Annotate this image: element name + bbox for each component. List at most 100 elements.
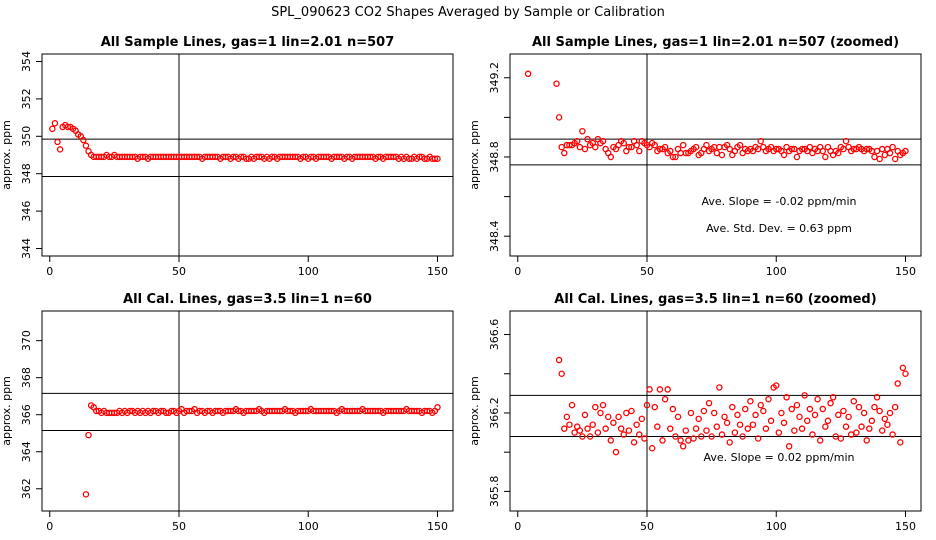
- data-point: [793, 153, 801, 161]
- y-axis-label: approx. ppm: [468, 120, 481, 190]
- data-point: [524, 70, 532, 78]
- data-point: [599, 401, 607, 409]
- data-point: [635, 431, 643, 438]
- data-point: [876, 155, 883, 163]
- data-point: [625, 143, 633, 151]
- data-point: [679, 443, 687, 450]
- data-point: [628, 407, 635, 415]
- data-point: [878, 427, 886, 434]
- data-point: [561, 425, 568, 432]
- data-point: [780, 419, 788, 427]
- data-point: [553, 80, 560, 87]
- data-point: [881, 151, 889, 159]
- data-point: [726, 145, 733, 153]
- data-point: [749, 421, 757, 428]
- data-point: [894, 380, 901, 387]
- data-point: [581, 411, 589, 419]
- data-point: [51, 119, 59, 127]
- data-point: [791, 427, 798, 434]
- data-point: [664, 386, 671, 393]
- y-tick-label: 364: [20, 441, 33, 462]
- data-point: [891, 155, 899, 163]
- data-point: [863, 437, 870, 444]
- y-tick-label: 350: [20, 126, 33, 147]
- data-point: [607, 437, 615, 444]
- data-point: [661, 143, 669, 151]
- data-point: [899, 364, 907, 372]
- data-point: [889, 143, 896, 151]
- chart-panel-1: All Sample Lines, gas=1 lin=2.01 n=507 ap…: [0, 35, 454, 278]
- data-point: [558, 143, 565, 151]
- data-point: [886, 409, 894, 417]
- data-point: [783, 394, 790, 401]
- data-point: [866, 425, 873, 432]
- data-point: [669, 153, 677, 161]
- x-tick-label: 0: [514, 265, 521, 278]
- data-point: [599, 137, 607, 145]
- data-point: [656, 386, 664, 393]
- data-point: [806, 405, 814, 413]
- data-point: [579, 433, 586, 440]
- data-point: [592, 143, 599, 151]
- panel-title: All Sample Lines, gas=1 lin=2.01 n=507: [101, 35, 395, 50]
- data-point: [646, 386, 653, 393]
- x-tick-label: 50: [172, 520, 186, 533]
- data-point: [589, 421, 596, 428]
- plot-frame: [509, 53, 922, 257]
- y-axis-label: approx. ppm: [0, 120, 13, 190]
- figure-title: SPL_090623 CO2 Shapes Averaged by Sample…: [271, 5, 665, 20]
- data-point: [736, 141, 744, 149]
- data-point: [713, 423, 721, 430]
- data-point: [679, 141, 687, 149]
- data-point: [842, 423, 850, 430]
- data-point: [566, 421, 573, 428]
- data-point: [677, 437, 684, 444]
- data-point: [747, 397, 754, 405]
- y-tick-label: 366.2: [488, 397, 501, 429]
- data-point: [765, 395, 772, 403]
- plot-frame: [41, 53, 454, 257]
- y-tick-label: 368: [20, 367, 33, 388]
- data-point: [710, 409, 718, 417]
- data-point: [736, 421, 744, 428]
- data-point: [884, 421, 891, 428]
- data-point: [586, 433, 594, 440]
- y-tick-label: 370: [20, 330, 33, 351]
- data-point: [687, 409, 695, 417]
- data-point: [822, 423, 829, 430]
- data-point: [744, 425, 752, 432]
- chart-panel-4: All Cal. Lines, gas=3.5 lin=1 n=60 (zoom…: [468, 292, 922, 533]
- chart-panel-2: All Sample Lines, gas=1 lin=2.01 n=507 (…: [468, 35, 922, 278]
- data-point: [568, 401, 576, 409]
- data-point: [607, 153, 615, 161]
- data-point: [860, 409, 868, 417]
- data-point: [54, 138, 61, 146]
- chart-panel-3: All Cal. Lines, gas=3.5 lin=1 n=60 approx…: [0, 292, 454, 533]
- data-point: [716, 143, 723, 151]
- data-point: [760, 407, 767, 415]
- data-point: [835, 149, 842, 157]
- y-tick-label: 362: [20, 478, 33, 499]
- data-point: [878, 145, 886, 153]
- x-tick-label: 0: [46, 265, 53, 278]
- data-point: [871, 153, 878, 161]
- data-point: [819, 147, 827, 155]
- data-point: [902, 147, 909, 155]
- data-point: [651, 141, 659, 149]
- data-point: [889, 431, 896, 438]
- data-point: [615, 413, 622, 421]
- data-point: [855, 403, 863, 411]
- data-point: [891, 403, 899, 411]
- data-point: [56, 146, 64, 153]
- data-point: [752, 411, 759, 419]
- data-point: [625, 427, 633, 434]
- data-point: [620, 139, 627, 147]
- data-point: [814, 395, 821, 403]
- data-point: [685, 437, 692, 444]
- data-point: [772, 382, 780, 389]
- data-point: [635, 147, 643, 155]
- data-point: [677, 149, 684, 157]
- data-point: [840, 407, 847, 415]
- data-point: [762, 425, 770, 432]
